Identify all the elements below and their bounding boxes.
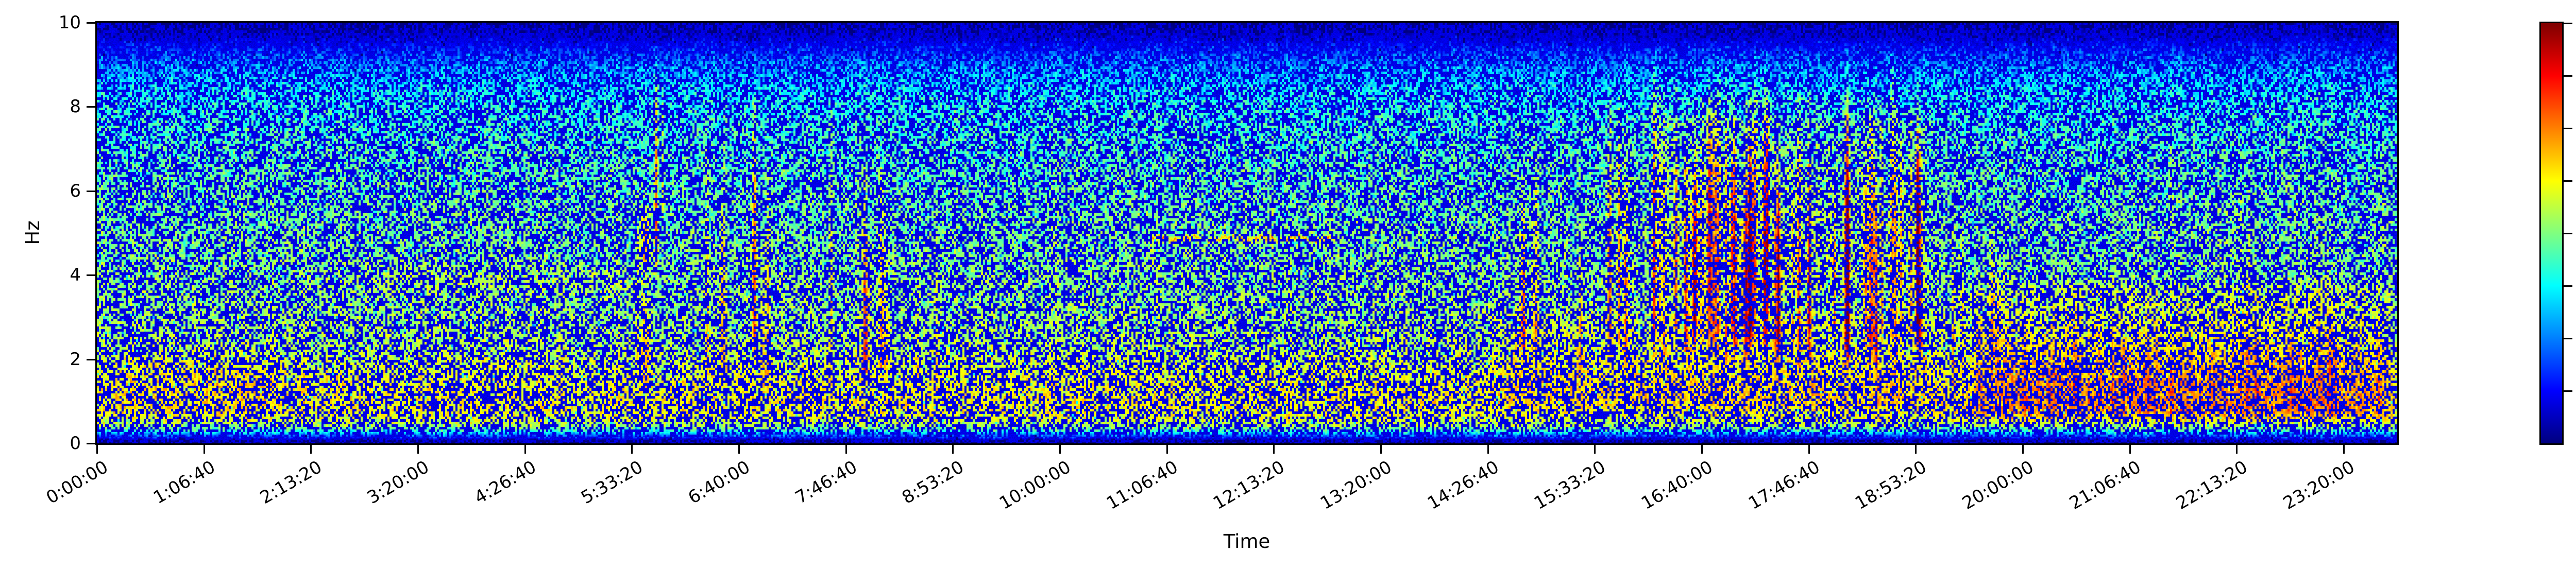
x-tick-label: 18:53:20 [1852,456,1930,514]
x-tick-label: 15:33:20 [1531,456,1609,514]
x-tick-label: 14:26:40 [1424,456,1503,514]
x-tick [1166,445,1168,454]
x-tick-label: 23:20:00 [2280,456,2359,514]
x-tick-label: 22:13:20 [2173,456,2251,514]
y-axis-label: Hz [22,220,44,245]
x-tick [845,445,847,454]
x-axis-label: Time [1223,530,1270,553]
x-tick-label: 0:00:00 [42,456,112,509]
plot-border-right [2397,21,2399,445]
x-tick [2022,445,2024,454]
x-tick [1701,445,1703,454]
y-tick [87,22,95,24]
x-tick [952,445,954,454]
x-tick [1380,445,1382,454]
x-tick [204,445,205,454]
colorbar-border-top [2539,22,2564,23]
y-tick [87,274,95,276]
x-tick [1487,445,1489,454]
y-tick [87,443,95,444]
colorbar-tick [2564,128,2572,129]
x-tick-label: 8:53:20 [898,456,968,509]
colorbar-tick [2564,23,2572,24]
x-tick [2343,445,2345,454]
y-tick [87,191,95,192]
x-tick-label: 21:06:40 [2066,456,2145,514]
colorbar-tick [2564,338,2572,339]
x-tick-label: 2:13:20 [256,456,326,509]
x-tick [631,445,633,454]
colorbar-gradient [2541,23,2562,443]
y-tick-label: 8 [70,96,81,117]
x-tick [1273,445,1275,454]
x-tick-label: 6:40:00 [684,456,754,509]
spectrogram-heatmap [97,23,2397,443]
x-tick-label: 5:33:20 [577,456,647,509]
colorbar-tick [2564,390,2572,392]
x-tick-label: 1:06:40 [149,456,219,509]
x-tick [738,445,740,454]
plot-border-top [95,21,2399,23]
x-tick [1808,445,1810,454]
x-tick-label: 7:46:40 [791,456,861,509]
x-tick [2129,445,2131,454]
x-tick-label: 12:13:20 [1210,456,1289,514]
x-tick [2236,445,2238,454]
plot-border-left [95,21,97,445]
x-tick-label: 4:26:40 [470,456,540,509]
colorbar-border-left [2539,22,2541,445]
x-tick-label: 20:00:00 [1959,456,2038,514]
colorbar-tick [2564,75,2572,77]
y-tick-label: 10 [58,12,81,33]
x-tick-label: 13:20:00 [1317,456,1396,514]
colorbar-tick [2564,233,2572,234]
colorbar-tick [2564,285,2572,287]
colorbar-tick [2564,180,2572,182]
x-tick [1594,445,1596,454]
y-tick-label: 4 [70,265,81,285]
x-tick-label: 11:06:40 [1103,456,1182,514]
x-tick-label: 3:20:00 [363,456,433,509]
x-tick-label: 10:00:00 [996,456,1075,514]
y-tick-label: 2 [70,349,81,370]
x-tick [524,445,526,454]
x-tick-label: 16:40:00 [1638,456,1717,514]
y-tick [87,359,95,360]
x-tick [417,445,419,454]
plot-border-bottom [95,443,2399,445]
x-tick [310,445,312,454]
x-tick-label: 17:46:40 [1745,456,1824,514]
y-tick-label: 0 [70,433,81,454]
y-tick [87,106,95,108]
colorbar-border-bottom [2539,443,2564,445]
x-tick [1915,445,1917,454]
y-tick-label: 6 [70,181,81,201]
x-tick [96,445,98,454]
x-tick [1059,445,1061,454]
colorbar-border-right [2562,22,2564,445]
